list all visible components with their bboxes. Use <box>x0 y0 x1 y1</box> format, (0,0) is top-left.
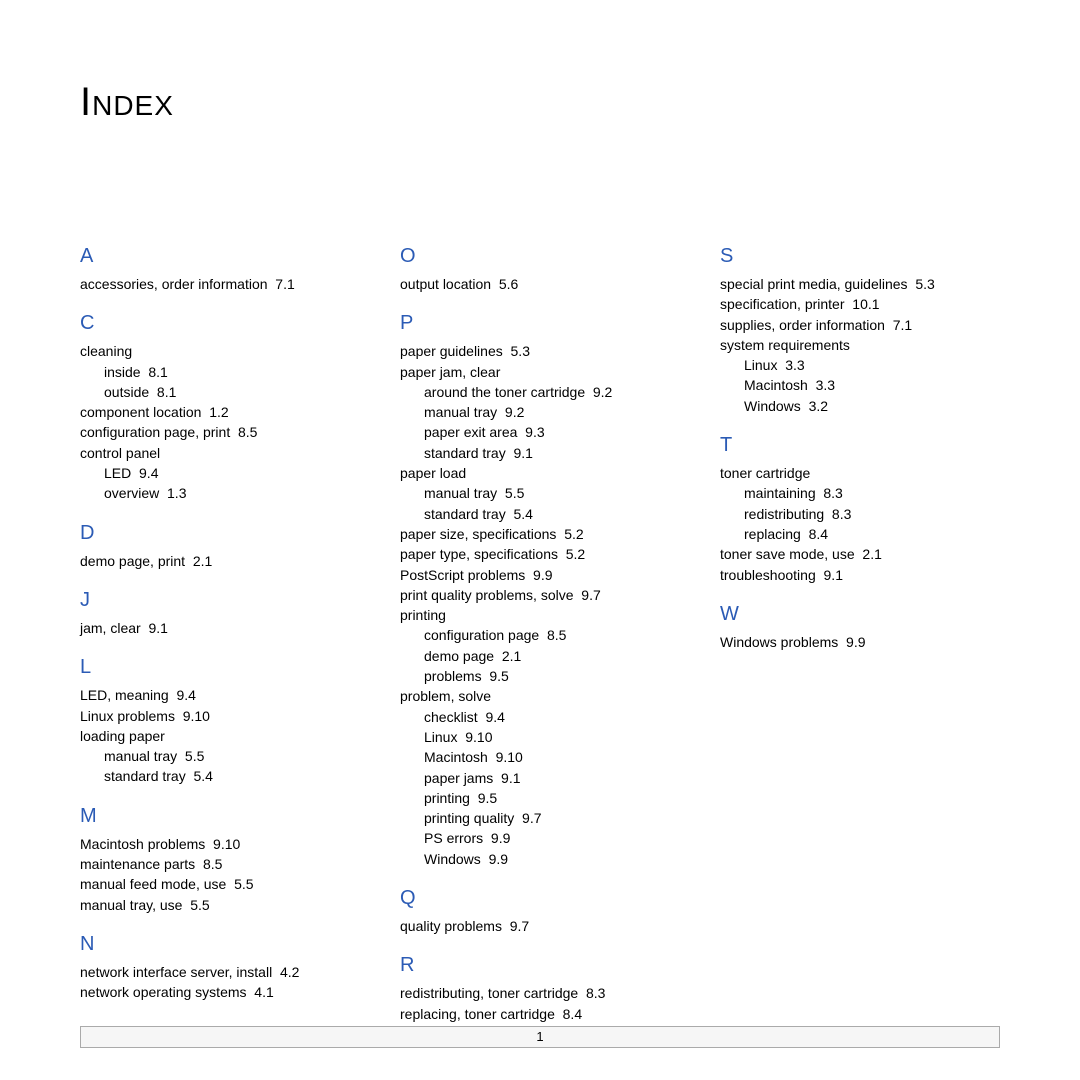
index-entry: PS errors 9.9 <box>400 828 680 848</box>
index-letter: M <box>80 805 360 828</box>
index-column-2: Ooutput location 5.6 Ppaper guidelines 5.… <box>400 245 680 1024</box>
index-entry: Macintosh 3.3 <box>720 375 1000 395</box>
index-entry: paper guidelines 5.3 <box>400 341 680 361</box>
index-entry: troubleshooting 9.1 <box>720 565 1000 585</box>
index-entry: jam, clear 9.1 <box>80 618 360 638</box>
index-entry: toner save mode, use 2.1 <box>720 544 1000 564</box>
index-entry: LED 9.4 <box>80 463 360 483</box>
index-entry: Windows 3.2 <box>720 396 1000 416</box>
index-letter: Q <box>400 887 680 910</box>
index-entry: checklist 9.4 <box>400 707 680 727</box>
index-entry: LED, meaning 9.4 <box>80 685 360 705</box>
index-entry: component location 1.2 <box>80 402 360 422</box>
index-entry: standard tray 9.1 <box>400 443 680 463</box>
index-letter: T <box>720 434 1000 457</box>
index-letter: S <box>720 245 1000 268</box>
index-entry: manual tray 5.5 <box>80 746 360 766</box>
index-entry: printing quality 9.7 <box>400 808 680 828</box>
index-entry: manual tray, use 5.5 <box>80 895 360 915</box>
index-entry: Linux 3.3 <box>720 355 1000 375</box>
index-entry: problems 9.5 <box>400 666 680 686</box>
index-entry: outside 8.1 <box>80 382 360 402</box>
index-entry: paper jam, clear <box>400 362 680 382</box>
index-entry: Windows problems 9.9 <box>720 632 1000 652</box>
index-entry: quality problems 9.7 <box>400 916 680 936</box>
index-entry: paper size, specifications 5.2 <box>400 524 680 544</box>
index-entry: overview 1.3 <box>80 483 360 503</box>
index-entry: cleaning <box>80 341 360 361</box>
index-entry: specification, printer 10.1 <box>720 294 1000 314</box>
index-letter: R <box>400 954 680 977</box>
index-letter: A <box>80 245 360 268</box>
index-entry: manual tray 5.5 <box>400 483 680 503</box>
index-entry: redistributing 8.3 <box>720 504 1000 524</box>
index-entry: problem, solve <box>400 686 680 706</box>
index-letter: P <box>400 312 680 335</box>
index-entry: control panel <box>80 443 360 463</box>
index-entry: replacing 8.4 <box>720 524 1000 544</box>
index-entry: manual tray 9.2 <box>400 402 680 422</box>
index-entry: demo page 2.1 <box>400 646 680 666</box>
index-entry: network interface server, install 4.2 <box>80 962 360 982</box>
index-entry: demo page, print 2.1 <box>80 551 360 571</box>
index-entry: standard tray 5.4 <box>80 766 360 786</box>
index-entry: Macintosh problems 9.10 <box>80 834 360 854</box>
index-entry: supplies, order information 7.1 <box>720 315 1000 335</box>
index-entry: paper jams 9.1 <box>400 768 680 788</box>
index-entry: redistributing, toner cartridge 8.3 <box>400 983 680 1003</box>
index-entry: printing 9.5 <box>400 788 680 808</box>
index-entry: Linux 9.10 <box>400 727 680 747</box>
index-entry: standard tray 5.4 <box>400 504 680 524</box>
index-entry: paper exit area 9.3 <box>400 422 680 442</box>
page-number: 1 <box>536 1029 543 1044</box>
index-entry: configuration page 8.5 <box>400 625 680 645</box>
page-footer: 1 <box>80 1026 1000 1048</box>
index-entry: output location 5.6 <box>400 274 680 294</box>
index-letter: O <box>400 245 680 268</box>
index-letter: N <box>80 933 360 956</box>
index-letter: C <box>80 312 360 335</box>
index-column-1: Aaccessories, order information 7.1 Cclea… <box>80 245 360 1024</box>
index-entry: loading paper <box>80 726 360 746</box>
index-entry: network operating systems 4.1 <box>80 982 360 1002</box>
index-page: Index Aaccessories, order information 7.… <box>0 0 1080 1080</box>
index-entry: toner cartridge <box>720 463 1000 483</box>
index-entry: Linux problems 9.10 <box>80 706 360 726</box>
index-entry: special print media, guidelines 5.3 <box>720 274 1000 294</box>
index-entry: paper load <box>400 463 680 483</box>
index-entry: printing <box>400 605 680 625</box>
index-columns: Aaccessories, order information 7.1 Cclea… <box>80 245 1000 1024</box>
index-entry: Windows 9.9 <box>400 849 680 869</box>
index-letter: D <box>80 522 360 545</box>
index-letter: L <box>80 656 360 679</box>
index-letter: W <box>720 603 1000 626</box>
index-entry: print quality problems, solve 9.7 <box>400 585 680 605</box>
index-entry: inside 8.1 <box>80 362 360 382</box>
index-entry: replacing, toner cartridge 8.4 <box>400 1004 680 1024</box>
index-entry: manual feed mode, use 5.5 <box>80 874 360 894</box>
index-entry: accessories, order information 7.1 <box>80 274 360 294</box>
index-letter: J <box>80 589 360 612</box>
index-entry: maintenance parts 8.5 <box>80 854 360 874</box>
index-entry: maintaining 8.3 <box>720 483 1000 503</box>
index-entry: configuration page, print 8.5 <box>80 422 360 442</box>
page-title: Index <box>80 80 1000 125</box>
index-entry: PostScript problems 9.9 <box>400 565 680 585</box>
index-entry: around the toner cartridge 9.2 <box>400 382 680 402</box>
index-column-3: Sspecial print media, guidelines 5.3spec… <box>720 245 1000 1024</box>
index-entry: Macintosh 9.10 <box>400 747 680 767</box>
index-entry: paper type, specifications 5.2 <box>400 544 680 564</box>
index-entry: system requirements <box>720 335 1000 355</box>
